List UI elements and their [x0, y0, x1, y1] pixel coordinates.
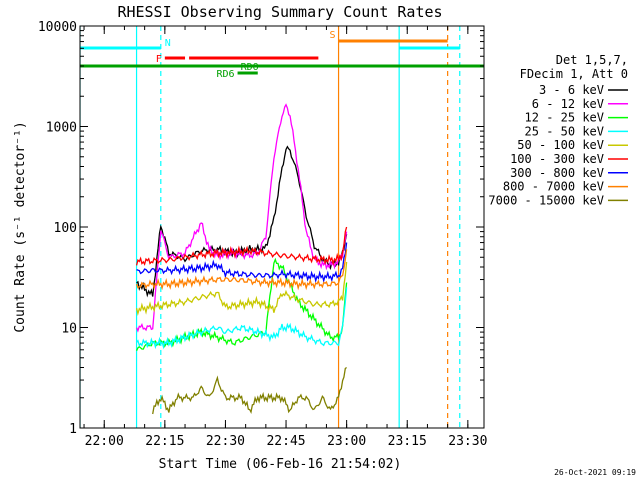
flag-label-rd6: RD6	[216, 69, 234, 80]
legend-entry-label: 3 - 6 keV	[539, 83, 604, 97]
y-tick-label: 1000	[46, 121, 77, 136]
y-tick-label: 1	[69, 422, 77, 437]
y-tick-label: 100	[54, 221, 77, 236]
x-tick-label: 22:30	[206, 434, 245, 449]
flag-label-f: F	[156, 54, 162, 65]
series-line-50-100-kev	[135, 261, 348, 317]
x-tick-label: 22:00	[85, 434, 124, 449]
legend-entry-label: 6 - 12 keV	[532, 97, 604, 111]
series-line-12-25-kev	[136, 257, 348, 351]
legend-entry-label: 800 - 7000 keV	[503, 180, 604, 194]
legend-header-line-2: FDecim 1, Att 0	[520, 67, 628, 81]
flag-bars: NF RDO RD6 S	[80, 30, 484, 80]
x-tick-label: 23:30	[448, 434, 487, 449]
series-line-6-12-kev	[136, 103, 348, 333]
flag-label-n: N	[165, 38, 171, 49]
x-tick-label: 22:45	[266, 434, 305, 449]
series-line-300-800-kev	[136, 242, 348, 284]
footer-date: 26-Oct-2021 09:19	[554, 468, 636, 477]
flag-label-s: S	[330, 30, 336, 41]
legend-entry-label: 50 - 100 keV	[517, 138, 604, 152]
x-axis-label: Start Time (06-Feb-16 21:54:02)	[159, 457, 402, 472]
legend-entry-label: 100 - 300 keV	[510, 152, 604, 166]
legend-entry-label: 7000 - 15000 keV	[488, 193, 604, 207]
series-line-100-300-kev	[135, 226, 348, 266]
x-tick-label: 22:15	[145, 434, 184, 449]
series-line-25-50-kev	[136, 287, 348, 350]
x-axis: 22:00 22:15 22:30 22:45 23:00 23:15 23:30	[83, 26, 487, 449]
y-axis: 1 10 100 1000 10000	[38, 20, 484, 437]
series-line-800-7000-kev	[135, 249, 348, 291]
plot-frame	[79, 25, 485, 429]
legend-entry-label: 300 - 800 keV	[510, 166, 604, 180]
flag-label-rdo: RDO	[241, 62, 259, 73]
series-line-7000-15000-kev	[152, 366, 347, 415]
chart-title: RHESSI Observing Summary Count Rates	[117, 3, 442, 21]
legend-entry-label: 12 - 25 keV	[525, 111, 604, 125]
y-axis-label: Count Rate (s⁻¹ detector⁻¹)	[13, 121, 28, 332]
series-lines	[135, 103, 348, 415]
legend-entry-label: 25 - 50 keV	[525, 124, 604, 138]
x-tick-label: 23:00	[327, 434, 366, 449]
vertical-markers	[80, 26, 461, 428]
x-tick-label: 23:15	[388, 434, 427, 449]
y-tick-label: 10	[61, 322, 77, 337]
legend-header-line-1: Det 1,5,7,	[556, 53, 628, 67]
y-tick-label: 10000	[38, 20, 77, 35]
